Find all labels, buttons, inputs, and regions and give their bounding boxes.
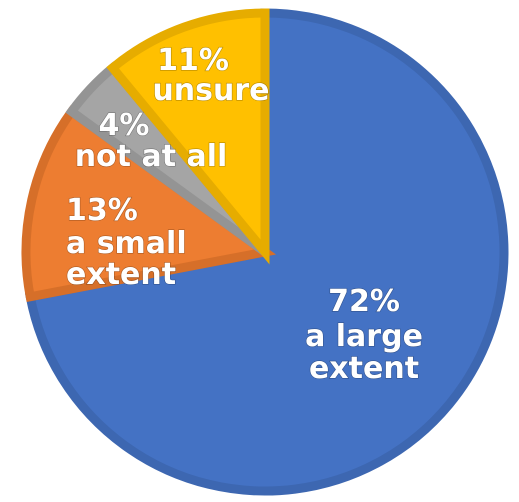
slice-name-label-large-line2: extent: [309, 351, 419, 386]
slice-name-label-small-line2: extent: [66, 257, 176, 292]
slice-pct-label-large: 72%: [328, 284, 400, 319]
slice-pct-label-notatall: 4%: [99, 108, 150, 143]
pie-slices: [21, 8, 509, 496]
pie-slice-unsure: [106, 8, 270, 265]
slice-name-label-small-line1: a small: [66, 226, 187, 261]
pie-labels: 72% a large extent 13% a small extent 4%…: [65, 42, 423, 386]
slice-pct-label-unsure: 11%: [157, 43, 229, 78]
pie-slice-small: [21, 105, 277, 303]
slice-pct-label-small: 13%: [66, 193, 138, 228]
slice-name-label-large-line1: a large: [305, 319, 423, 354]
slice-name-label-notatall: not at all: [75, 139, 228, 174]
slice-name-label-unsure: unsure: [152, 73, 269, 108]
